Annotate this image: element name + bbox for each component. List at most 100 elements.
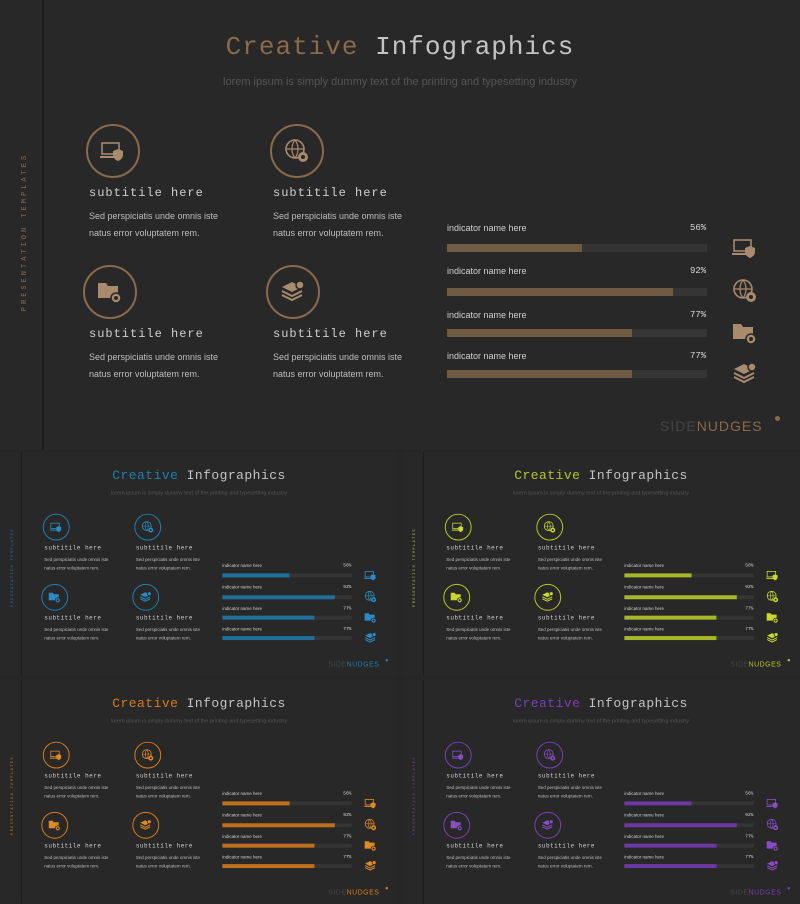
title-word-creative: Creative bbox=[112, 695, 179, 711]
globe-gear-icon bbox=[364, 818, 377, 831]
title-word-creative: Creative bbox=[225, 32, 359, 62]
slide-thumbnail-purple[interactable]: PRESENTATION TEMPLATES Creative Infograp… bbox=[402, 680, 800, 904]
feature-desc-line: Sed perspiciatis unde omnis iste bbox=[537, 627, 603, 633]
stack-gear-icon bbox=[364, 632, 377, 645]
globe-gear-icon-graphic bbox=[543, 749, 556, 761]
feature-description: Sed perspiciatis unde omnis iste natus e… bbox=[89, 208, 249, 242]
indicator-bar-fill bbox=[222, 615, 315, 620]
feature-subtitle: subtitile here bbox=[273, 327, 388, 341]
feature-desc-line: Sed perspiciatis unde omnis iste bbox=[273, 211, 403, 221]
feature-description: Sed perspiciatis unde omnis iste natus e… bbox=[446, 626, 526, 643]
folder-gear-icon bbox=[41, 811, 69, 839]
indicator-label: indicator name here bbox=[624, 606, 664, 612]
indicator-bar-fill bbox=[624, 823, 737, 828]
indicator-value: 77% bbox=[343, 834, 352, 840]
stack-gear-icon-graphic bbox=[140, 591, 152, 602]
indicator-value: 56% bbox=[745, 790, 754, 796]
feature-description: Sed perspiciatis unde omnis iste natus e… bbox=[136, 626, 216, 643]
globe-gear-icon-graphic bbox=[364, 818, 377, 831]
feature-desc-line: Sed perspiciatis unde omnis iste bbox=[537, 556, 603, 562]
feature-description: Sed perspiciatis unde omnis iste natus e… bbox=[446, 854, 526, 871]
indicator-bar-track bbox=[222, 801, 352, 806]
side-divider bbox=[42, 0, 44, 450]
feature-description: Sed perspiciatis unde omnis iste natus e… bbox=[446, 783, 526, 800]
feature-subtitle: subtitile here bbox=[446, 842, 504, 850]
logo-dot bbox=[385, 658, 389, 662]
indicator-label: indicator name here bbox=[222, 834, 262, 840]
folder-gear-icon-graphic bbox=[364, 841, 377, 852]
indicator-bar-fill bbox=[447, 370, 632, 378]
feature-desc-line: natus error voluptatem rem. bbox=[273, 369, 384, 379]
feature-desc-line: Sed perspiciatis unde omnis iste bbox=[446, 556, 511, 562]
feature-subtitle: subtitile here bbox=[135, 772, 193, 780]
title-word-infographics: Infographics bbox=[375, 32, 575, 62]
laptop-shield-icon bbox=[444, 513, 472, 541]
indicator-label: indicator name here bbox=[624, 812, 664, 818]
stack-gear-icon bbox=[766, 860, 779, 873]
indicator-bar-fill bbox=[447, 329, 632, 337]
title-word-infographics: Infographics bbox=[588, 695, 688, 711]
feature-description: Sed perspiciatis unde omnis iste natus e… bbox=[538, 555, 618, 572]
indicator-bar-track bbox=[447, 244, 707, 252]
slide-thumbnail-lime[interactable]: PRESENTATION TEMPLATES Creative Infograp… bbox=[402, 452, 800, 676]
slide-title: Creative Infographics bbox=[402, 468, 800, 483]
feature-desc-line: natus error voluptatem rem. bbox=[89, 369, 200, 379]
stack-gear-icon-graphic bbox=[733, 362, 757, 384]
slide-subtitle: lorem ipsum is simply dummy text of the … bbox=[223, 76, 577, 88]
feature-subtitle: subtitile here bbox=[44, 772, 102, 780]
side-vertical-text: PRESENTATION TEMPLATES bbox=[21, 152, 29, 312]
feature-description: Sed perspiciatis unde omnis iste natus e… bbox=[44, 626, 124, 643]
indicator-bar-fill bbox=[624, 843, 717, 848]
side-vertical-text: PRESENTATION TEMPLATES bbox=[412, 756, 417, 835]
indicator-value: 77% bbox=[690, 310, 707, 320]
folder-gear-icon-graphic bbox=[766, 841, 779, 852]
feature-desc-line: natus error voluptatem rem. bbox=[537, 863, 593, 869]
laptop-shield-icon-graphic bbox=[766, 799, 778, 809]
laptop-shield-icon-graphic bbox=[451, 750, 464, 761]
indicator-label: indicator name here bbox=[447, 266, 527, 276]
indicator-label: indicator name here bbox=[222, 626, 262, 632]
laptop-shield-icon bbox=[444, 741, 472, 769]
slide-title: Creative Infographics bbox=[0, 468, 398, 483]
globe-gear-icon bbox=[732, 278, 758, 304]
indicator-label: indicator name here bbox=[222, 790, 262, 796]
feature-desc-line: natus error voluptatem rem. bbox=[446, 565, 502, 571]
slide-subtitle: lorem ipsum is simply dummy text of the … bbox=[110, 717, 288, 724]
globe-gear-icon-graphic bbox=[766, 818, 779, 831]
indicator-value: 56% bbox=[343, 790, 352, 796]
feature-desc-line: Sed perspiciatis unde omnis iste bbox=[446, 784, 511, 790]
globe-gear-icon-graphic bbox=[766, 590, 779, 603]
indicator-label: indicator name here bbox=[447, 351, 527, 361]
feature-subtitle: subtitile here bbox=[537, 842, 595, 850]
feature-desc-line: Sed perspiciatis unde omnis iste bbox=[44, 556, 109, 562]
indicator-value: 92% bbox=[690, 266, 707, 276]
stack-gear-icon-graphic bbox=[542, 819, 554, 830]
feature-desc-line: natus error voluptatem rem. bbox=[44, 863, 100, 869]
laptop-shield-icon-graphic bbox=[49, 522, 62, 533]
feature-subtitle: subtitile here bbox=[537, 544, 595, 552]
indicator-label: indicator name here bbox=[624, 562, 664, 568]
side-divider bbox=[422, 680, 424, 904]
slide-thumbnail-orange[interactable]: PRESENTATION TEMPLATES Creative Infograp… bbox=[0, 680, 398, 904]
title-word-infographics: Infographics bbox=[186, 695, 286, 711]
indicator-value: 77% bbox=[745, 626, 754, 632]
title-word-creative: Creative bbox=[112, 467, 179, 483]
indicator-label: indicator name here bbox=[447, 223, 527, 233]
indicator-bar-fill bbox=[222, 636, 315, 641]
stack-gear-icon bbox=[266, 265, 320, 319]
indicator-value: 77% bbox=[343, 854, 352, 860]
folder-gear-icon bbox=[766, 839, 779, 852]
feature-description: Sed perspiciatis unde omnis iste natus e… bbox=[273, 349, 433, 383]
feature-desc-line: Sed perspiciatis unde omnis iste bbox=[135, 855, 201, 861]
slide-thumbnail-blue[interactable]: PRESENTATION TEMPLATES Creative Infograp… bbox=[0, 452, 398, 676]
indicator-bar-track bbox=[222, 595, 352, 600]
indicator-bar-track bbox=[624, 843, 754, 848]
feature-desc-line: Sed perspiciatis unde omnis iste bbox=[89, 211, 219, 221]
indicator-label: indicator name here bbox=[624, 626, 664, 632]
laptop-shield-icon bbox=[42, 513, 70, 541]
indicator-bar-track bbox=[222, 843, 352, 848]
globe-gear-icon bbox=[364, 590, 377, 603]
side-vertical-text: PRESENTATION TEMPLATES bbox=[412, 528, 417, 607]
indicator-value: 77% bbox=[343, 606, 352, 612]
indicator-label: indicator name here bbox=[222, 562, 262, 568]
